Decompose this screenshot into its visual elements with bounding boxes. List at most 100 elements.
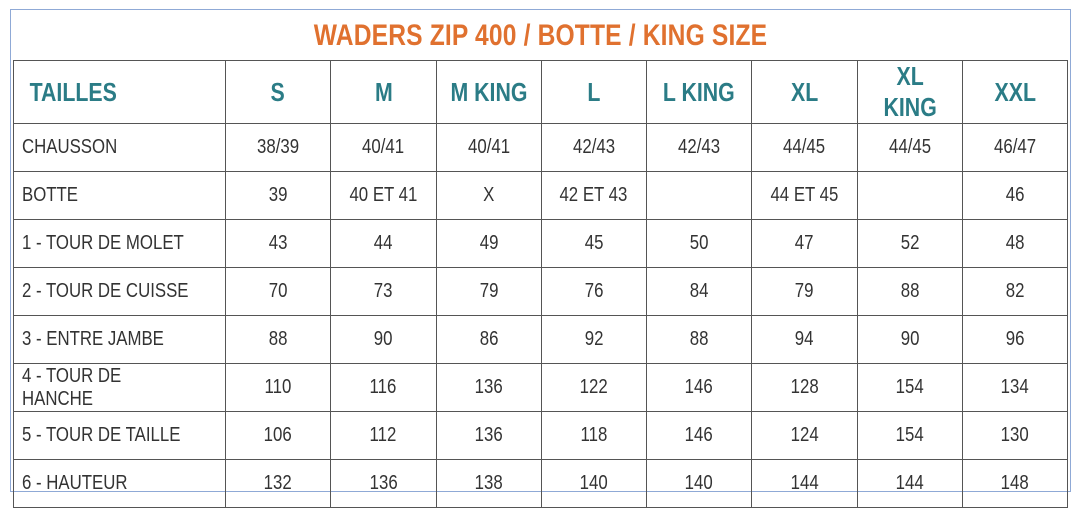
cell-value: 40 ET 41 <box>349 184 418 206</box>
table-cell: 42/43 <box>645 123 753 172</box>
table-cell: 128 <box>751 363 858 412</box>
cell-value: 110 <box>264 376 292 398</box>
row-label-cell: BOTTE <box>13 171 226 220</box>
cell-value: 43 <box>268 232 288 254</box>
table-cell: 132 <box>224 459 332 508</box>
cell-value: 94 <box>795 328 814 350</box>
cell-value: 48 <box>1005 232 1025 254</box>
cell-value: 44 ET 45 <box>770 184 839 206</box>
header-size: M <box>374 76 393 107</box>
table-cell: 90 <box>330 315 437 364</box>
cell-value: 136 <box>474 424 503 446</box>
cell-value: 84 <box>689 280 709 302</box>
row-label-cell: CHAUSSON <box>13 123 226 172</box>
table-cell: 106 <box>224 411 332 460</box>
cell-value: 42 ET 43 <box>559 184 628 206</box>
cell-value: 140 <box>685 472 714 494</box>
table-cell: 146 <box>645 411 753 460</box>
table-cell: 154 <box>856 411 963 460</box>
cell-value: 38/39 <box>257 136 300 158</box>
table-cell: 136 <box>435 363 542 412</box>
header-size: XL <box>790 76 818 107</box>
table-cell: 140 <box>645 459 753 508</box>
cell-value: 128 <box>790 376 819 398</box>
table-cell: 110 <box>224 363 332 412</box>
cell-value: 136 <box>474 376 503 398</box>
table-cell: 138 <box>435 459 542 508</box>
header-size-cell: S <box>224 60 332 124</box>
row-label-cell: 3 - ENTRE JAMBE <box>13 315 226 364</box>
table-cell: 73 <box>330 267 437 316</box>
row-label: 1 - TOUR DE MOLET <box>22 232 184 254</box>
table-title-text: WADERS ZIP 400 / BOTTE / KING SIZE <box>313 18 768 52</box>
row-label: 6 - HAUTEUR <box>22 472 128 494</box>
table-title: WADERS ZIP 400 / BOTTE / KING SIZE <box>13 11 1068 61</box>
table-cell: 122 <box>540 363 648 412</box>
cell-value: 154 <box>895 424 924 446</box>
cell-value: 116 <box>369 376 397 398</box>
cell-value: 46/47 <box>993 136 1036 158</box>
table-cell: 45 <box>540 219 648 268</box>
table-cell: 38/39 <box>224 123 332 172</box>
table-cell: 52 <box>856 219 963 268</box>
table-cell: 42 ET 43 <box>540 171 648 220</box>
header-size: L <box>587 76 601 107</box>
cell-value: 82 <box>1005 280 1025 302</box>
cell-value: 136 <box>369 472 398 494</box>
header-size-cell: M <box>330 60 437 124</box>
size-chart-table: WADERS ZIP 400 / BOTTE / KING SIZE TAILL… <box>13 11 1069 508</box>
table-row: 3 - ENTRE JAMBE 88 90 86 92 88 94 90 96 <box>13 315 1069 364</box>
cell-value: 88 <box>900 280 919 302</box>
table-cell: 46 <box>961 171 1069 220</box>
table-row: 4 - TOUR DE HANCHE 110 116 136 122 146 128 154 1… <box>13 363 1069 412</box>
table-cell: 84 <box>645 267 753 316</box>
cell-value: 88 <box>689 328 709 350</box>
table-cell: 42/43 <box>540 123 648 172</box>
row-label: BOTTE <box>22 184 79 206</box>
cell-value: 46 <box>1005 184 1025 206</box>
table-cell: 140 <box>540 459 648 508</box>
table-row: BOTTE 39 40 ET 41 X 42 ET 43 44 ET 45 46 <box>13 171 1069 220</box>
table-cell: 154 <box>856 363 963 412</box>
table-cell: 49 <box>435 219 542 268</box>
table-cell: 146 <box>645 363 753 412</box>
header-size: L KING <box>663 76 736 107</box>
table-cell: 44/45 <box>751 123 858 172</box>
table-cell: 47 <box>751 219 858 268</box>
table-cell: 86 <box>435 315 542 364</box>
cell-value: 70 <box>268 280 288 302</box>
cell-value: 44/45 <box>783 136 826 158</box>
table-cell: 94 <box>751 315 858 364</box>
cell-value: 73 <box>374 280 393 302</box>
header-size-cell: M KING <box>435 60 542 124</box>
cell-value: 45 <box>584 232 604 254</box>
table-cell: 130 <box>961 411 1069 460</box>
table-row: 5 - TOUR DE TAILLE 106 112 136 118 146 124 154 1… <box>13 411 1069 460</box>
frame-right-border <box>1070 9 1071 492</box>
cell-value: 79 <box>479 280 498 302</box>
table-cell: 90 <box>856 315 963 364</box>
table-row: CHAUSSON 38/39 40/41 40/41 42/43 42/43 44/45 44… <box>13 123 1069 172</box>
cell-value: 144 <box>790 472 819 494</box>
row-label-cell: 2 - TOUR DE CUISSE <box>13 267 226 316</box>
table-cell: 124 <box>751 411 858 460</box>
table-row: 1 - TOUR DE MOLET 43 44 49 45 50 47 52 48 <box>13 219 1069 268</box>
cell-value: 44 <box>374 232 393 254</box>
frame-top-border <box>10 9 1071 10</box>
cell-value: 146 <box>685 424 714 446</box>
table-cell: 40/41 <box>435 123 542 172</box>
header-size: M KING <box>450 76 528 107</box>
cell-value: 42/43 <box>572 136 615 158</box>
cell-value: 88 <box>268 328 288 350</box>
table-cell: 134 <box>961 363 1069 412</box>
table-cell: 50 <box>645 219 753 268</box>
table-cell: 144 <box>751 459 858 508</box>
table-cell: 43 <box>224 219 332 268</box>
cell-value: 148 <box>1000 472 1029 494</box>
row-label: 3 - ENTRE JAMBE <box>22 328 164 350</box>
cell-value: 134 <box>1000 376 1029 398</box>
row-label: 5 - TOUR DE TAILLE <box>22 424 181 446</box>
cell-value: 144 <box>895 472 924 494</box>
cell-value: 92 <box>584 328 604 350</box>
cell-value: 42/43 <box>678 136 721 158</box>
